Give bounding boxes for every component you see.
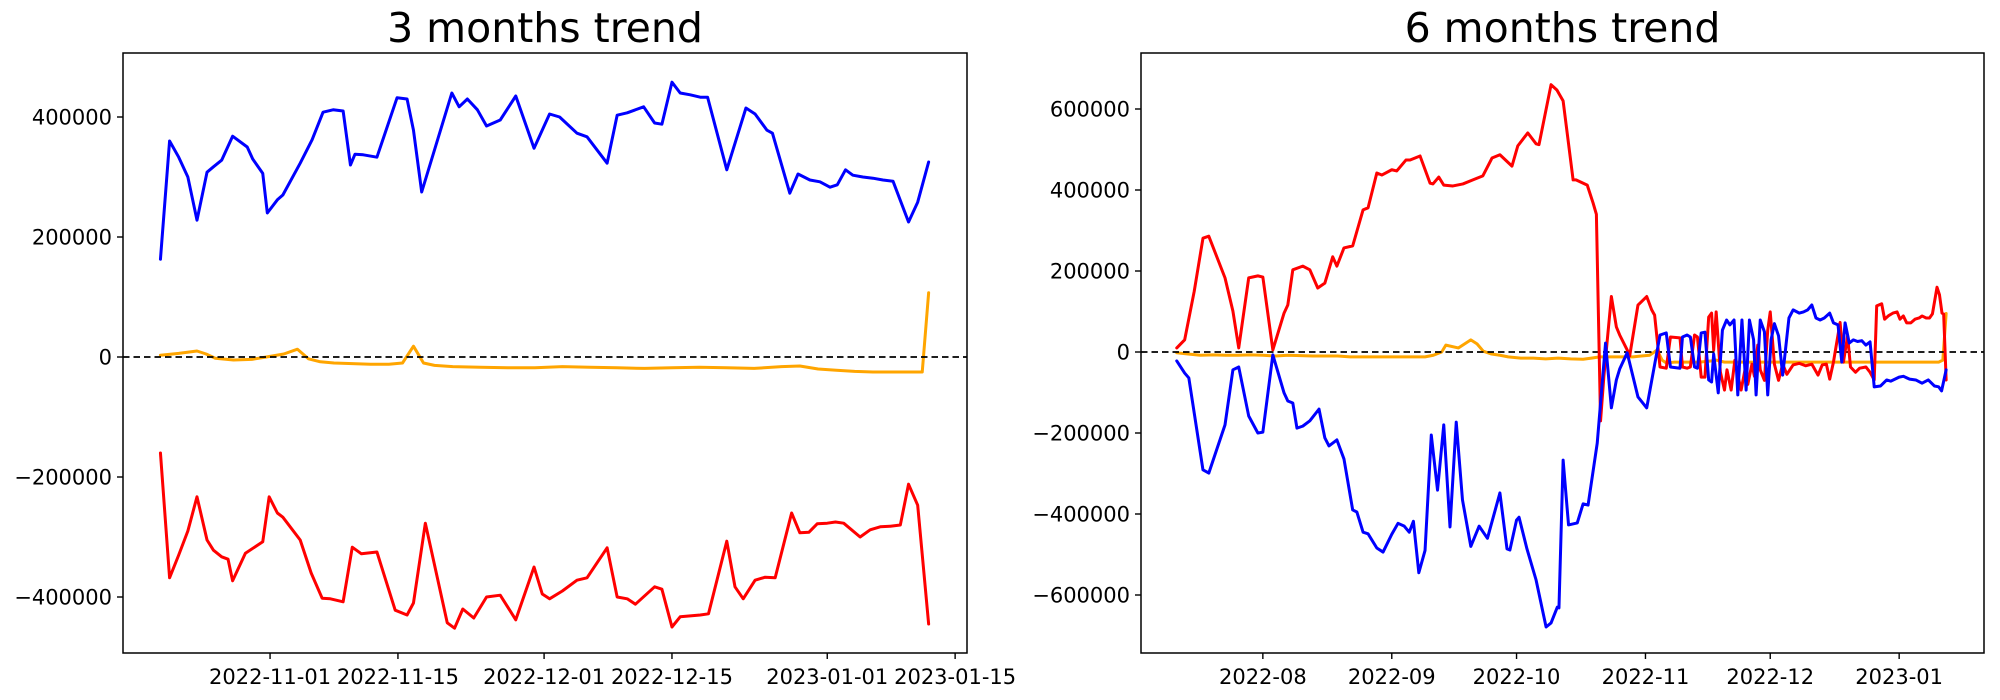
x-tick-label: 2022-09 bbox=[1348, 665, 1436, 689]
line-series-blue bbox=[158, 80, 931, 261]
y-tick-label: 200000 bbox=[1050, 260, 1130, 284]
x-tick-label: 2022-12-01 bbox=[483, 665, 605, 689]
x-tick-label: 2022-10 bbox=[1473, 665, 1561, 689]
line-series-red bbox=[158, 451, 931, 630]
axes-spines bbox=[1140, 52, 1985, 654]
y-tick-label: 200000 bbox=[32, 226, 112, 250]
line-series-orange bbox=[1175, 312, 1948, 365]
x-tick-label: 2022-11-15 bbox=[337, 665, 459, 689]
chart-title-3-months: 3 months trend bbox=[387, 4, 703, 52]
line-series-orange bbox=[158, 291, 931, 374]
x-tick-label: 2022-08 bbox=[1219, 665, 1307, 689]
line-series-red bbox=[1175, 83, 1948, 423]
x-tick-label: 2022-12 bbox=[1726, 665, 1814, 689]
y-tick-label: 400000 bbox=[32, 106, 112, 130]
y-tick-label: −200000 bbox=[14, 466, 112, 490]
y-tick-label: 400000 bbox=[1050, 179, 1130, 203]
line-series-blue bbox=[1175, 303, 1948, 629]
x-tick-label: 2022-11-01 bbox=[209, 665, 331, 689]
y-tick-label: −400000 bbox=[14, 586, 112, 610]
y-tick-label: −400000 bbox=[1032, 503, 1130, 527]
x-tick-label: 2022-12-15 bbox=[611, 665, 733, 689]
y-tick-label: −600000 bbox=[1032, 584, 1130, 608]
y-tick-label: 0 bbox=[99, 346, 112, 370]
chart-title-6-months: 6 months trend bbox=[1404, 4, 1721, 52]
y-tick-label: 0 bbox=[1117, 341, 1130, 365]
axes-spines bbox=[122, 52, 968, 654]
y-tick-label: 600000 bbox=[1050, 98, 1130, 122]
y-tick-label: −200000 bbox=[1032, 422, 1130, 446]
x-tick-label: 2023-01 bbox=[1855, 665, 1943, 689]
x-tick-label: 2023-01-15 bbox=[894, 665, 1016, 689]
x-tick-label: 2022-11 bbox=[1602, 665, 1690, 689]
x-tick-label: 2023-01-01 bbox=[766, 665, 888, 689]
